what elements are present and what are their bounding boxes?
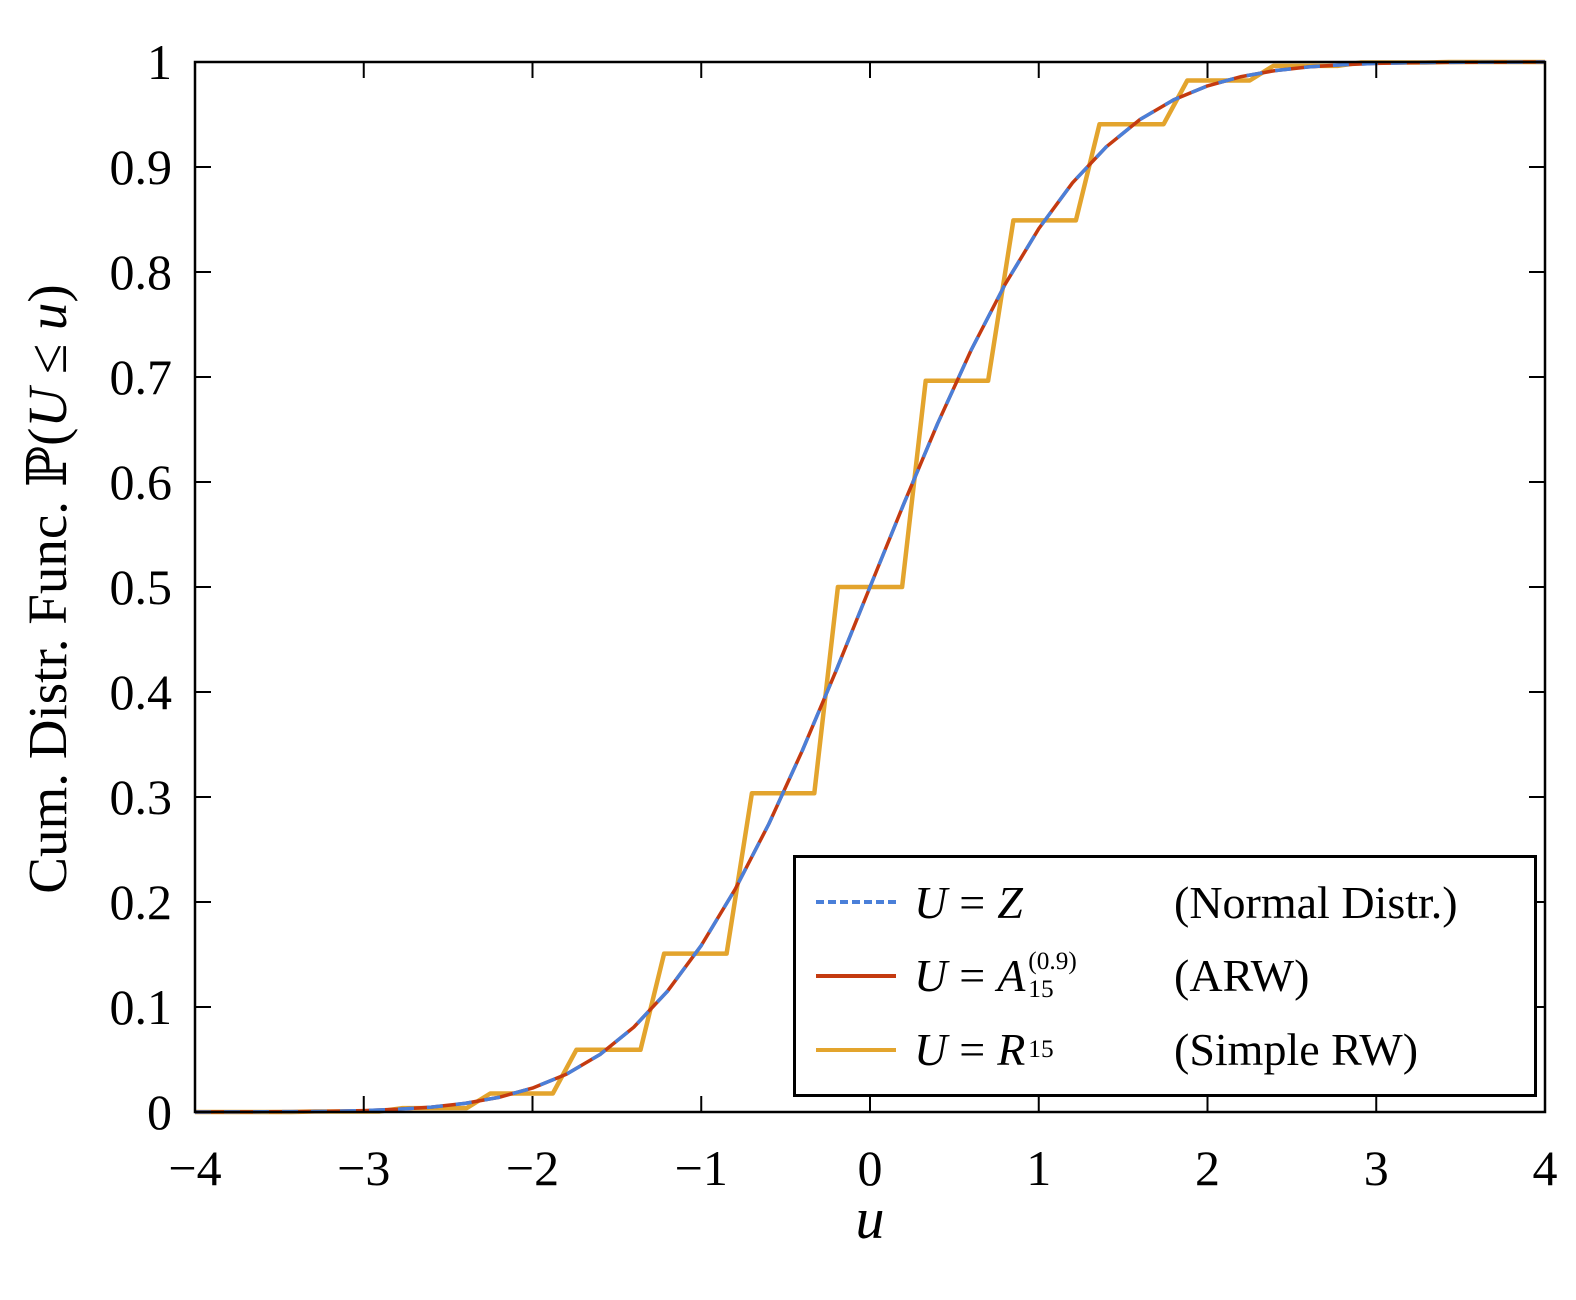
legend-subscript: 15 — [1028, 1034, 1054, 1063]
legend-item-rw: U = R 15 (Simple RW) — [816, 1023, 1514, 1076]
legend-scripts: 15 — [1028, 1034, 1054, 1064]
var-U: U — [17, 387, 78, 428]
equals-sign: = — [959, 950, 986, 1002]
legend-label-rw: U = R 15 — [914, 1023, 1174, 1076]
legend-superscript: (0.9) — [1028, 947, 1077, 976]
legend-subscript: 15 — [1028, 974, 1054, 1003]
var-u: u — [17, 302, 78, 331]
legend-line-arw — [816, 973, 896, 978]
prob-symbol: ℙ( — [17, 427, 78, 501]
legend-symbol: R — [997, 1024, 1026, 1076]
legend-var: U — [914, 950, 948, 1002]
close-paren: ) — [17, 284, 78, 303]
legend-line-normal — [816, 900, 896, 905]
x-axis-label-text: u — [855, 1186, 885, 1251]
equals-sign: = — [959, 1024, 986, 1076]
leq-symbol: ≤ — [17, 330, 78, 388]
legend-var: U — [914, 876, 948, 928]
legend-symbol: Z — [997, 876, 1023, 928]
legend-note-normal: (Normal Distr.) — [1174, 876, 1458, 928]
legend-line-rw — [816, 1047, 896, 1052]
legend-symbol: A — [997, 950, 1026, 1002]
series-line-0 — [194, 60, 1546, 1114]
legend-item-normal: U = Z (Normal Distr.) — [816, 876, 1514, 929]
x-axis-label: u — [770, 1185, 970, 1252]
legend-label-arw: U = A (0.9) 15 — [914, 947, 1174, 1004]
y-axis-label: Cum. Distr. Func. ℙ(U ≤ u) — [16, 0, 80, 1189]
legend-note-arw: (ARW) — [1174, 950, 1310, 1002]
legend: U = Z (Normal Distr.) U = A (0.9) 15 (ARW) U = R… — [793, 855, 1537, 1097]
y-axis-label-text: Cum. Distr. Func. — [17, 501, 78, 894]
legend-var: U — [914, 1024, 948, 1076]
legend-item-arw: U = A (0.9) 15 (ARW) — [816, 947, 1514, 1004]
legend-scripts: (0.9) 15 — [1028, 947, 1077, 1004]
legend-label-normal: U = Z — [914, 876, 1174, 929]
equals-sign: = — [959, 876, 986, 928]
legend-note-rw: (Simple RW) — [1174, 1024, 1419, 1076]
